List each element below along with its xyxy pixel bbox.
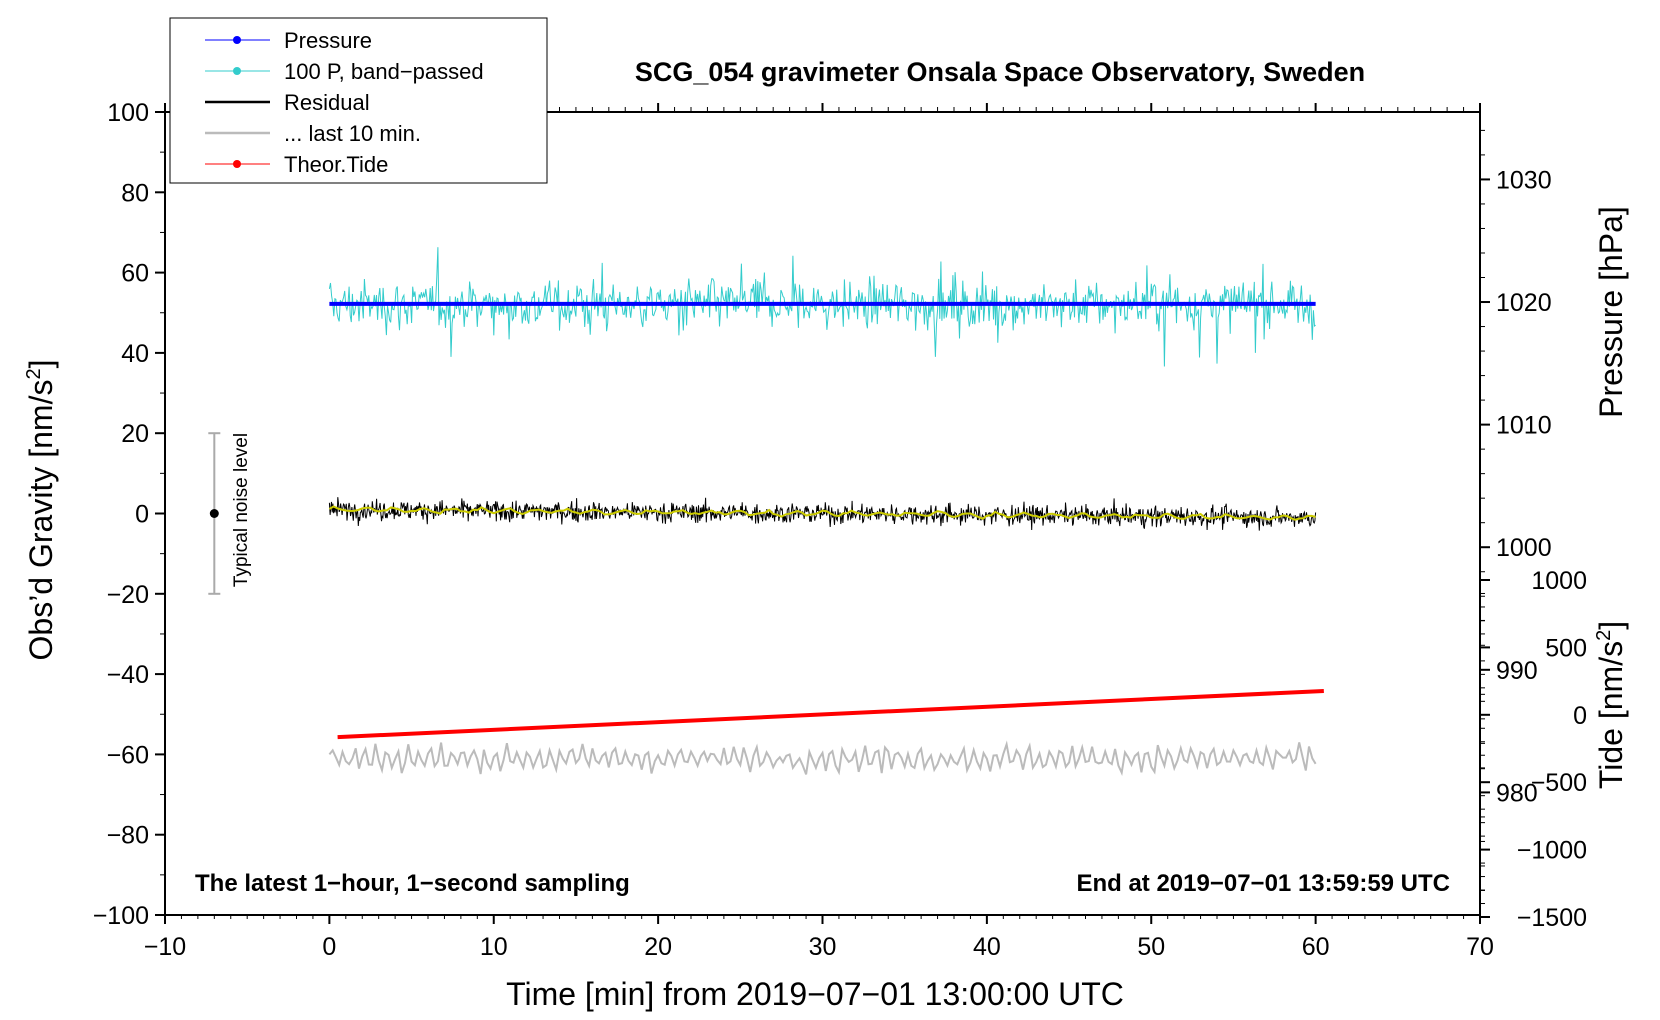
y-tick-label: 0	[135, 501, 149, 529]
legend-marker	[233, 36, 241, 44]
series-band-passed-pressure	[328, 247, 1316, 367]
pressure-tick-label: 980	[1496, 779, 1538, 807]
tide-tick-label: −1000	[1517, 837, 1587, 865]
legend-label: 100 P, band−passed	[284, 59, 484, 84]
x-tick-label: 70	[1466, 933, 1494, 961]
tide-tick-label: 1000	[1531, 567, 1587, 595]
axis-ticks: −10 0 10 20 30 40 50 60 70−100−80−60−40−20020406…	[93, 99, 1587, 961]
y-tick-label: −60	[107, 741, 149, 769]
pressure-tick-label: 990	[1496, 657, 1538, 685]
series-theoretical-tide	[337, 688, 1324, 740]
y-tick-label: 80	[121, 179, 149, 207]
x-tick-label: 10	[480, 933, 508, 961]
x-tick-label: 30	[809, 933, 837, 961]
pressure-tick-label: 1000	[1496, 534, 1552, 562]
y-tick-label: 20	[121, 420, 149, 448]
plot-data-layer	[208, 247, 1324, 776]
y-tick-label: 100	[107, 99, 149, 127]
legend-label: ... last 10 min.	[284, 121, 421, 146]
y-tick-label: −40	[107, 661, 149, 689]
series-residual	[328, 497, 1317, 531]
pressure-tick-label: 1020	[1496, 289, 1552, 317]
tide-tick-label: 0	[1573, 702, 1587, 730]
noise-level-label: Typical noise level	[231, 433, 252, 587]
legend-marker	[233, 160, 241, 168]
x-tick-label: 20	[644, 933, 672, 961]
annotation-sampling: The latest 1−hour, 1−second sampling	[195, 870, 630, 897]
legend-marker	[233, 67, 241, 75]
legend-label: Residual	[284, 90, 370, 115]
y-tick-label: −20	[107, 581, 149, 609]
legend-label: Pressure	[284, 28, 372, 53]
y-tick-label: −100	[93, 902, 149, 930]
x-tick-label: 0	[322, 933, 336, 961]
y-axis-label-pressure: Pressure [hPa]	[1593, 206, 1629, 418]
y-tick-label: −80	[107, 822, 149, 850]
y-tick-label: 40	[121, 340, 149, 368]
legend: Pressure 100 P, band−passed Residual ... la…	[169, 17, 548, 184]
tide-tick-label: −1500	[1517, 904, 1587, 932]
tide-tick-label: 500	[1545, 634, 1587, 662]
annotation-end-time: End at 2019−07−01 13:59:59 UTC	[1076, 870, 1450, 897]
y-axis-label-tide: Tide [nm/s2]	[1593, 621, 1629, 789]
x-tick-label: −10	[144, 933, 186, 961]
series-last-10-min	[328, 740, 1317, 776]
legend-label: Theor.Tide	[284, 152, 388, 177]
legend-box	[169, 17, 548, 184]
y-tick-label: 60	[121, 260, 149, 288]
y-axis-label-gravity: Obs’d Gravity [nm/s2]	[23, 360, 59, 661]
x-tick-label: 40	[973, 933, 1001, 961]
x-tick-label: 50	[1137, 933, 1165, 961]
pressure-tick-label: 1010	[1496, 412, 1552, 440]
tide-tick-label: −500	[1531, 769, 1587, 797]
chart-title: SCG_054 gravimeter Onsala Space Observat…	[635, 57, 1365, 87]
pressure-tick-label: 1030	[1496, 166, 1552, 194]
noise-bar-dot	[209, 509, 219, 518]
series-residual-smoothed	[328, 505, 1316, 521]
x-axis-label: Time [min] from 2019−07−01 13:00:00 UTC	[506, 976, 1124, 1012]
x-tick-label: 60	[1302, 933, 1330, 961]
